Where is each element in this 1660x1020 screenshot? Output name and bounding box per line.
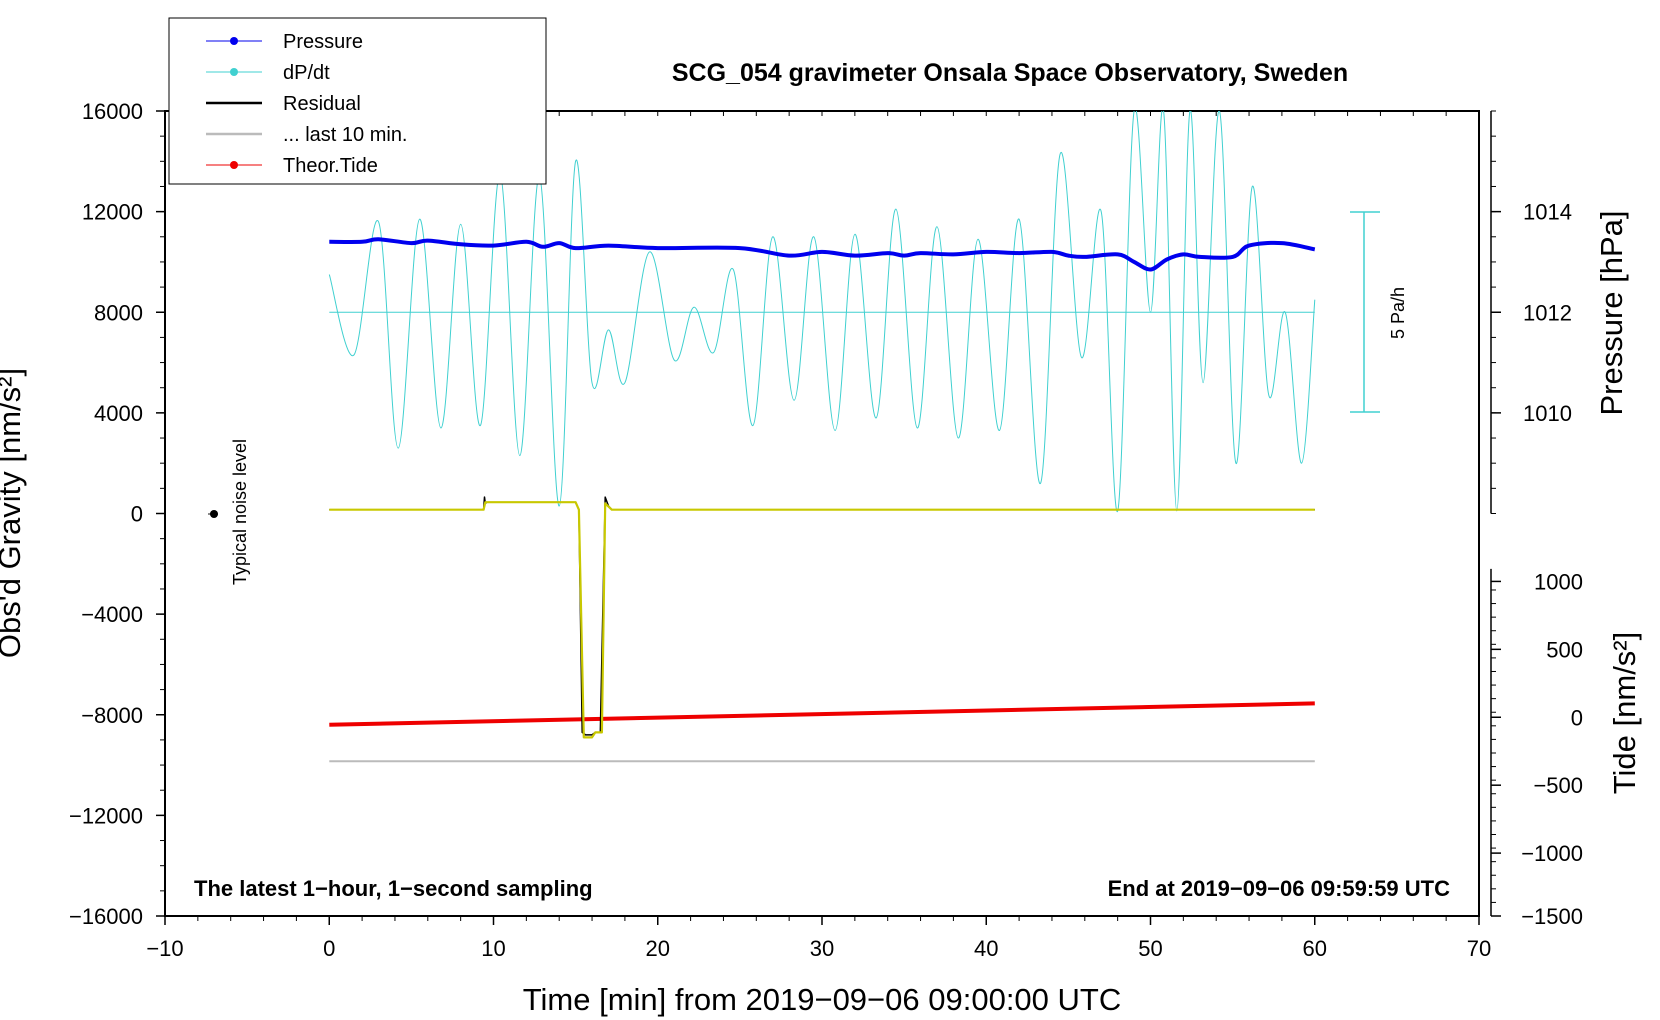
pressure-tick-label: 1010 [1523, 401, 1572, 426]
y-axis-left-title: Obs'd Gravity [nm/s²] [0, 368, 27, 658]
tide-tick-label: −500 [1533, 773, 1583, 798]
series-layer [328, 111, 1316, 763]
x-tick-label: 60 [1303, 936, 1327, 961]
y-left-tick-label: 8000 [94, 300, 143, 325]
series-dp-dt [328, 111, 1316, 512]
y-left-tick-label: −8000 [81, 703, 143, 728]
series-pressure [329, 237, 1316, 272]
tide-tick-label: 500 [1546, 637, 1583, 662]
y-axis-tide: 1000 500 0 −500 −1000 −1500 [1490, 568, 1583, 929]
scale-bar: 5 Pa/h [1350, 211, 1408, 413]
pressure-tick-label: 1012 [1523, 300, 1572, 325]
y-left-tick-label: −12000 [69, 803, 143, 828]
series-theor-tide [329, 701, 1315, 727]
x-tick-label: 30 [810, 936, 834, 961]
scale-bar-label: 5 Pa/h [1388, 287, 1408, 339]
legend-box [168, 17, 547, 185]
noise-marker: Typical noise level [208, 439, 250, 585]
x-tick-label: 70 [1467, 936, 1491, 961]
noise-label: Typical noise level [230, 439, 250, 585]
plot-frame [164, 110, 1480, 917]
x-tick-label: 0 [323, 936, 335, 961]
tide-tick-label: 1000 [1534, 569, 1583, 594]
noise-marker-dot [210, 510, 218, 518]
y-left-tick-label: 4000 [94, 401, 143, 426]
end-time-note: End at 2019−09−06 09:59:59 UTC [1108, 876, 1451, 901]
y-axis-left: 16000 12000 8000 4000 0 −4000 −8000 −12000 −1600… [69, 99, 165, 929]
series-residual-yellow-green-overlay [329, 501, 1315, 739]
y-left-tick-label: −16000 [69, 904, 143, 929]
y-left-tick-label: −4000 [81, 602, 143, 627]
x-tick-label: 50 [1138, 936, 1162, 961]
y-axis-tide-title: Tide [nm/s²] [1607, 632, 1642, 795]
pressure-tick-label: 1014 [1523, 200, 1572, 225]
y-axis-pressure-title: Pressure [hPa] [1594, 210, 1629, 415]
y-axis-pressure: 1014 1012 1010 [1490, 110, 1572, 514]
x-axis: −10 0 10 20 30 40 50 60 70 [146, 111, 1491, 961]
legend-label: Residual [283, 93, 361, 115]
legend-marker [230, 37, 238, 45]
x-tick-label: 10 [481, 936, 505, 961]
tide-tick-label: −1500 [1521, 904, 1583, 929]
tide-tick-label: −1000 [1521, 841, 1583, 866]
legend-label: Pressure [283, 31, 363, 53]
chart-title: SCG_054 gravimeter Onsala Space Observat… [672, 59, 1348, 87]
legend-marker [230, 68, 238, 76]
tide-tick-label: 0 [1571, 705, 1583, 730]
legend-marker [230, 161, 238, 169]
series-residual [329, 496, 1315, 736]
y-left-tick-label: 12000 [82, 200, 143, 225]
legend-label: ... last 10 min. [283, 124, 408, 146]
y-left-tick-label: 16000 [82, 99, 143, 124]
sampling-note: The latest 1−hour, 1−second sampling [194, 876, 593, 901]
y-left-tick-label: 0 [131, 502, 143, 527]
x-tick-label: −10 [146, 936, 183, 961]
x-tick-label: 40 [974, 936, 998, 961]
legend-label: dP/dt [283, 62, 330, 84]
legend-label: Theor.Tide [283, 155, 378, 177]
x-axis-title: Time [min] from 2019−09−06 09:00:00 UTC [523, 982, 1122, 1017]
x-tick-label: 20 [646, 936, 670, 961]
legend: Pressure dP/dt Residual ... last 10 min. The… [168, 17, 547, 185]
